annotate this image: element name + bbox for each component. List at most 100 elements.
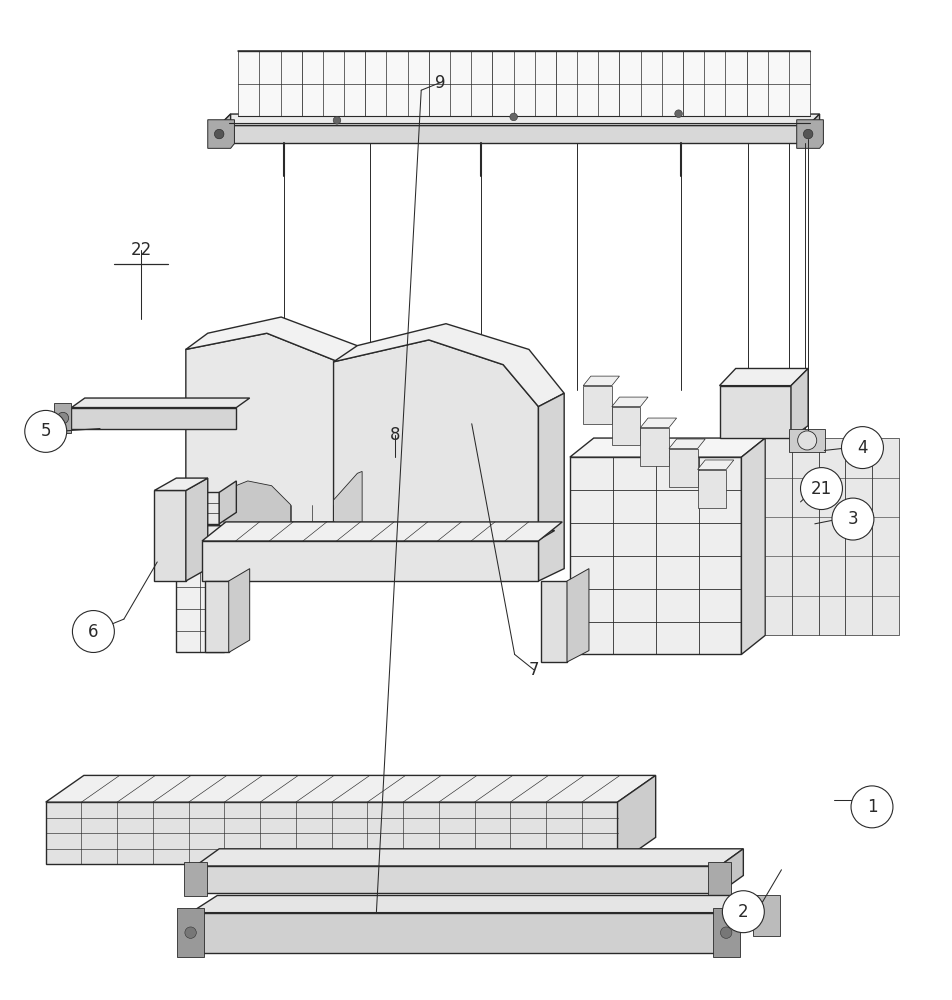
Polygon shape <box>219 530 554 543</box>
Polygon shape <box>818 438 844 635</box>
Polygon shape <box>741 438 764 654</box>
Polygon shape <box>190 895 752 913</box>
Polygon shape <box>371 388 395 536</box>
Circle shape <box>841 427 883 469</box>
Polygon shape <box>712 908 739 957</box>
Polygon shape <box>611 407 640 445</box>
Polygon shape <box>46 802 617 864</box>
Polygon shape <box>365 51 428 116</box>
Polygon shape <box>566 569 588 662</box>
Polygon shape <box>640 428 668 466</box>
Polygon shape <box>195 849 743 866</box>
Polygon shape <box>186 333 371 536</box>
Polygon shape <box>790 368 807 438</box>
Polygon shape <box>333 340 538 581</box>
Polygon shape <box>569 457 741 654</box>
Polygon shape <box>428 51 492 116</box>
Text: 3: 3 <box>846 510 858 528</box>
Circle shape <box>57 412 69 424</box>
Polygon shape <box>219 125 807 143</box>
Polygon shape <box>619 51 683 116</box>
Text: 5: 5 <box>40 422 51 440</box>
Polygon shape <box>169 492 219 524</box>
Polygon shape <box>71 398 249 408</box>
Circle shape <box>674 110 682 118</box>
Polygon shape <box>228 569 249 652</box>
Polygon shape <box>186 478 208 581</box>
Polygon shape <box>219 481 236 524</box>
Polygon shape <box>555 51 619 116</box>
Text: 22: 22 <box>130 241 151 259</box>
Polygon shape <box>184 862 207 896</box>
Polygon shape <box>195 866 719 893</box>
Polygon shape <box>640 418 676 428</box>
Circle shape <box>25 410 67 452</box>
Polygon shape <box>611 397 647 407</box>
Polygon shape <box>302 51 365 116</box>
Polygon shape <box>569 438 764 457</box>
Polygon shape <box>205 581 228 652</box>
Polygon shape <box>791 438 818 635</box>
Polygon shape <box>752 895 779 936</box>
Circle shape <box>214 129 224 139</box>
Text: 1: 1 <box>865 798 877 816</box>
Circle shape <box>722 891 764 933</box>
Polygon shape <box>583 376 619 386</box>
Polygon shape <box>224 481 290 543</box>
Polygon shape <box>238 51 302 116</box>
Polygon shape <box>719 849 743 893</box>
Polygon shape <box>190 913 725 953</box>
Polygon shape <box>707 862 730 896</box>
Circle shape <box>720 927 731 938</box>
Polygon shape <box>176 543 224 652</box>
Polygon shape <box>697 460 733 470</box>
Polygon shape <box>208 120 234 148</box>
Circle shape <box>333 117 341 124</box>
Polygon shape <box>788 429 824 452</box>
Polygon shape <box>154 490 186 581</box>
Polygon shape <box>617 775 655 864</box>
Polygon shape <box>333 324 564 407</box>
Circle shape <box>850 786 892 828</box>
Circle shape <box>831 498 873 540</box>
Circle shape <box>797 431 816 450</box>
Polygon shape <box>764 438 791 635</box>
Circle shape <box>72 611 114 652</box>
Polygon shape <box>177 908 204 957</box>
Text: 7: 7 <box>527 661 539 679</box>
Polygon shape <box>219 114 819 125</box>
Polygon shape <box>583 386 611 424</box>
Polygon shape <box>844 438 871 635</box>
Polygon shape <box>745 51 809 116</box>
Text: 6: 6 <box>88 623 99 641</box>
Polygon shape <box>219 114 230 143</box>
Text: 4: 4 <box>856 439 867 457</box>
Circle shape <box>185 927 196 938</box>
Polygon shape <box>697 470 725 508</box>
Text: 2: 2 <box>737 903 748 921</box>
Polygon shape <box>176 526 245 543</box>
Text: 9: 9 <box>434 74 446 92</box>
Polygon shape <box>871 438 898 635</box>
Text: 8: 8 <box>389 426 401 444</box>
Polygon shape <box>541 581 566 662</box>
Polygon shape <box>807 114 819 143</box>
Polygon shape <box>492 51 555 116</box>
Polygon shape <box>719 368 807 386</box>
Polygon shape <box>668 439 704 449</box>
Text: 21: 21 <box>810 480 831 498</box>
Polygon shape <box>668 449 697 487</box>
Polygon shape <box>202 541 538 581</box>
Polygon shape <box>71 408 236 429</box>
Circle shape <box>803 129 812 139</box>
Polygon shape <box>202 522 562 541</box>
Polygon shape <box>683 51 745 116</box>
Polygon shape <box>186 317 395 400</box>
Polygon shape <box>46 775 655 802</box>
Polygon shape <box>333 471 362 581</box>
Circle shape <box>509 113 517 121</box>
Polygon shape <box>796 120 823 148</box>
Polygon shape <box>224 526 245 652</box>
Polygon shape <box>538 393 564 581</box>
Circle shape <box>800 468 842 510</box>
